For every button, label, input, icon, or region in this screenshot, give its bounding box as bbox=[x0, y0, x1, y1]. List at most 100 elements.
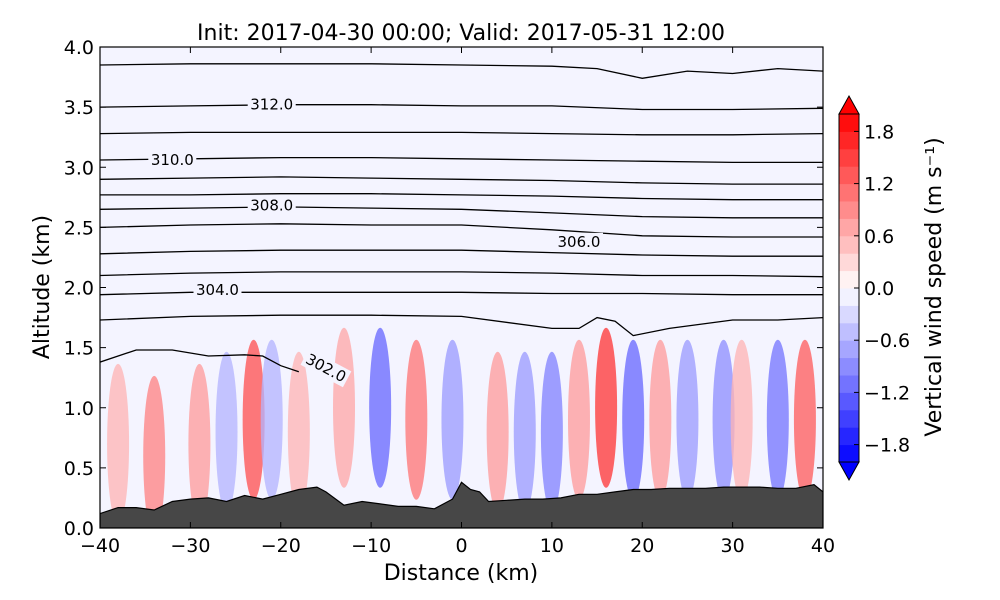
isentrope-contours bbox=[100, 63, 823, 373]
x-tick-label: −10 bbox=[351, 535, 391, 557]
isentrope-line bbox=[100, 104, 823, 111]
isentrope-line bbox=[100, 176, 823, 185]
isentrope-line bbox=[100, 314, 823, 337]
vertical-wind-cell bbox=[107, 363, 130, 524]
x-tick-label: 40 bbox=[811, 535, 835, 557]
x-axis-label: Distance (km) bbox=[384, 561, 539, 586]
colorbar-tick-label: −1.2 bbox=[864, 382, 910, 404]
x-tick-label: 20 bbox=[630, 535, 654, 557]
vertical-wind-cell bbox=[287, 351, 310, 512]
isentrope-line bbox=[100, 206, 823, 219]
x-tick-label: −40 bbox=[80, 535, 120, 557]
colorbar-segment bbox=[839, 183, 859, 202]
vertical-wind-cell bbox=[405, 339, 428, 500]
colorbar-extend-low bbox=[838, 461, 860, 482]
vertical-wind-cell bbox=[793, 339, 816, 500]
vertical-wind-cell bbox=[242, 339, 265, 500]
colorbar-label: Vertical wind speed (m s⁻¹) bbox=[922, 137, 947, 436]
vertical-wind-cell bbox=[649, 339, 672, 500]
isentrope-line bbox=[100, 63, 823, 79]
vertical-wind-cell bbox=[595, 327, 618, 488]
vertical-wind-cell bbox=[676, 339, 699, 500]
vertical-wind-cell bbox=[567, 339, 590, 500]
y-tick-label: 3.0 bbox=[64, 157, 94, 179]
y-tick-label: 2.5 bbox=[64, 217, 94, 239]
colorbar-segment bbox=[839, 340, 859, 359]
colorbar-segment bbox=[839, 409, 859, 428]
colorbar-segment bbox=[839, 427, 859, 446]
vertical-wind-cell bbox=[513, 351, 536, 512]
colorbar-segment bbox=[839, 444, 859, 463]
colorbar-segment bbox=[839, 235, 859, 254]
vertical-wind-cell bbox=[766, 339, 789, 500]
isentrope-line bbox=[100, 131, 823, 136]
y-tick-label: 3.5 bbox=[64, 97, 94, 119]
colorbar-segment bbox=[839, 201, 859, 219]
y-tick-label: 0.5 bbox=[64, 458, 94, 480]
y-tick-label: 1.5 bbox=[64, 338, 94, 360]
colorbar-segment bbox=[839, 375, 859, 393]
vertical-wind-field bbox=[107, 327, 816, 528]
colorbar-tick-label: −1.8 bbox=[864, 435, 910, 457]
y-axis-label: Altitude (km) bbox=[30, 215, 55, 359]
isentrope-line bbox=[100, 156, 823, 164]
chart-title: Init: 2017-04-30 00:00; Valid: 2017-05-3… bbox=[197, 21, 725, 46]
vertical-wind-cell bbox=[540, 351, 563, 512]
isentrope-line bbox=[100, 193, 823, 201]
isentrope-line bbox=[100, 249, 823, 257]
isentrope-label: 308.0 bbox=[250, 197, 293, 215]
colorbar-tick-label: 1.2 bbox=[864, 174, 894, 196]
colorbar-segment bbox=[839, 114, 859, 132]
isentrope-line bbox=[100, 271, 823, 278]
y-tick-label: 4.0 bbox=[64, 37, 94, 59]
x-tick-label: −20 bbox=[261, 535, 301, 557]
colorbar-segment bbox=[839, 166, 859, 185]
vertical-wind-cell bbox=[486, 351, 509, 512]
colorbar: −1.8 −1.2 −0.6 0.0 0.6 1.2 1.8 bbox=[838, 94, 910, 482]
colorbar-segment bbox=[839, 357, 859, 376]
y-axis: 0.0 0.5 1.0 1.5 2.0 2.5 3.0 3.5 4.0 bbox=[64, 37, 823, 540]
terrain bbox=[100, 481, 823, 528]
vertical-wind-cell bbox=[143, 375, 166, 528]
vertical-wind-cell bbox=[215, 351, 238, 512]
colorbar-tick-label: 0.0 bbox=[864, 278, 894, 300]
colorbar-segment bbox=[839, 148, 859, 167]
y-tick-label: 2.0 bbox=[64, 278, 94, 300]
x-axis: −40 −30 −20 −10 0 10 20 30 40 bbox=[80, 47, 835, 557]
colorbar-segment bbox=[839, 131, 859, 150]
colorbar-tick-label: 0.6 bbox=[864, 226, 894, 248]
x-tick-label: −30 bbox=[170, 535, 210, 557]
y-tick-label: 1.0 bbox=[64, 398, 94, 420]
colorbar-segment bbox=[839, 288, 859, 306]
isentrope-label: 312.0 bbox=[250, 96, 293, 114]
vertical-wind-cell bbox=[712, 339, 735, 500]
colorbar-tick-label: −0.6 bbox=[864, 330, 910, 352]
vertical-wind-cell bbox=[622, 339, 645, 500]
y-tick-label: 0.0 bbox=[64, 518, 94, 540]
colorbar-segment bbox=[839, 392, 859, 411]
colorbar-extend-high bbox=[838, 94, 860, 115]
vertical-wind-cell bbox=[441, 339, 464, 500]
colorbar-segment bbox=[839, 218, 859, 237]
colorbar-segment bbox=[839, 322, 859, 341]
isentrope-label: 304.0 bbox=[196, 281, 239, 299]
x-tick-label: 0 bbox=[455, 535, 467, 557]
isentrope-line bbox=[100, 349, 300, 373]
vertical-wind-cell bbox=[260, 339, 283, 500]
vertical-wind-cell bbox=[188, 363, 211, 524]
colorbar-segment bbox=[839, 305, 859, 324]
terrain-profile bbox=[100, 481, 823, 528]
x-tick-label: 30 bbox=[721, 535, 745, 557]
isentrope-label: 306.0 bbox=[558, 233, 601, 251]
colorbar-tick-label: 1.8 bbox=[864, 121, 894, 143]
x-tick-label: 10 bbox=[540, 535, 564, 557]
vertical-wind-cell bbox=[333, 327, 356, 488]
isentrope-line bbox=[100, 223, 823, 238]
colorbar-segment bbox=[839, 253, 859, 272]
vertical-wind-cell bbox=[730, 339, 753, 500]
vertical-wind-cell bbox=[369, 327, 392, 488]
colorbar-segment bbox=[839, 270, 859, 289]
isentrope-label: 310.0 bbox=[151, 151, 194, 169]
